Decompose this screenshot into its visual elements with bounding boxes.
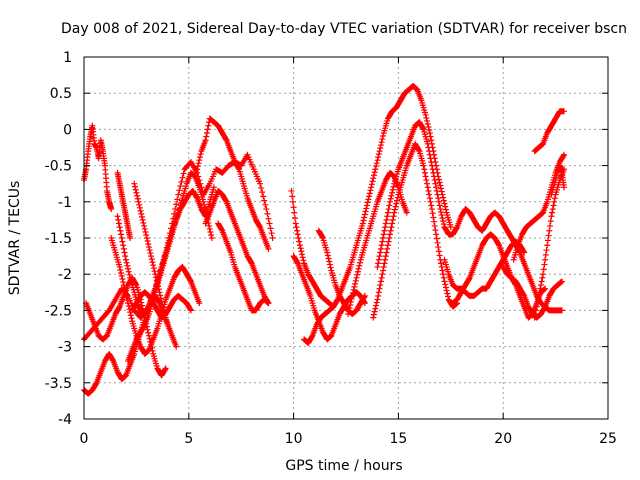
x-tick-label: 20 (494, 431, 512, 447)
point-markers (504, 227, 565, 314)
x-axis-label: GPS time / hours (285, 458, 402, 474)
x-tick-label: 25 (599, 431, 617, 447)
point-markers (129, 289, 194, 321)
point-markers (315, 227, 368, 318)
series-sat-ab (548, 162, 567, 198)
x-tick-label: 5 (184, 431, 193, 447)
x-tick-label: 0 (80, 431, 89, 447)
series-sat-s (315, 227, 368, 318)
point-markers (548, 162, 567, 198)
point-markers (345, 169, 410, 318)
y-tick-label: -4 (58, 412, 72, 428)
point-markers (114, 169, 134, 241)
y-tick-label: -2.5 (45, 303, 72, 319)
series-sat-t (301, 303, 337, 346)
series-sat-o (288, 82, 454, 310)
y-tick-label: 0 (63, 122, 72, 138)
y-tick-label: -0.5 (45, 159, 72, 175)
point-markers (202, 187, 272, 307)
point-markers (125, 169, 215, 365)
point-markers (374, 119, 515, 270)
y-tick-label: 0.5 (50, 86, 72, 102)
point-markers (531, 166, 567, 321)
series-sat-g (114, 169, 134, 241)
series-sat-p (374, 119, 515, 270)
point-markers (194, 115, 272, 252)
y-tick-label: -1 (58, 195, 72, 211)
series-sat-x (504, 227, 565, 314)
point-markers (290, 253, 368, 343)
y-tick-label: -1.5 (45, 231, 72, 247)
point-markers (500, 263, 565, 321)
series-sat-k (194, 115, 272, 252)
series-sat-w (500, 263, 565, 321)
y-tick-label: -3.5 (45, 376, 72, 392)
axis-ticks: 0 5 10 15 20 25 -4 -3.5 -3 -2.5 -2 -1.5 -1 -0.5 0 0.5 1 (45, 50, 617, 447)
point-markers (108, 235, 203, 357)
point-markers (215, 220, 272, 314)
series-sat-m (215, 220, 272, 314)
series-sat-n (290, 253, 368, 343)
y-axis-label: SDTVAR / TECUs (7, 181, 23, 296)
x-tick-label: 10 (285, 431, 303, 447)
chart-title: Day 008 of 2021, Sidereal Day-to-day VTE… (61, 21, 627, 37)
series-sat-h (125, 169, 215, 365)
point-markers (370, 140, 461, 321)
y-tick-label: 1 (63, 50, 72, 66)
series-sat-r (345, 169, 410, 318)
point-markers (531, 108, 567, 155)
series-sat-q (370, 140, 461, 321)
series-sat-j (129, 289, 194, 321)
data-points (81, 82, 567, 397)
point-markers (301, 303, 337, 346)
series-sat-l (202, 187, 272, 307)
series-sat-z (531, 166, 567, 321)
series-sat-e (108, 235, 203, 357)
x-tick-label: 15 (389, 431, 407, 447)
series-sat-aa (531, 108, 567, 155)
point-markers (288, 82, 454, 310)
y-tick-label: -3 (58, 340, 72, 356)
y-tick-label: -2 (58, 267, 72, 283)
